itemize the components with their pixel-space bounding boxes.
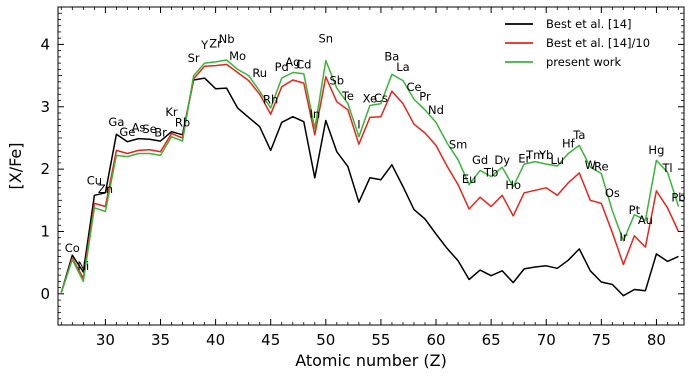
element-label: Ce — [406, 80, 421, 94]
x-tick-label: 60 — [426, 331, 445, 349]
x-tick-label: 40 — [206, 331, 225, 349]
element-label: Co — [65, 241, 80, 255]
element-label: Sm — [449, 138, 468, 152]
legend-label: Best et al. [14] — [546, 17, 632, 31]
element-label: Br — [154, 126, 167, 140]
element-label: Pt — [629, 203, 641, 217]
element-label: Sn — [319, 32, 334, 46]
element-label: Ir — [619, 230, 627, 244]
element-label: W — [585, 158, 596, 172]
element-label: Ho — [505, 178, 521, 192]
element-label: Ta — [572, 128, 585, 142]
element-label: Te — [341, 89, 354, 103]
element-label: Nb — [219, 32, 235, 46]
element-label: Au — [638, 213, 653, 227]
legend: Best et al. [14] Best et al. [14]/10 prese… — [505, 17, 650, 69]
y-tick-label: 0 — [40, 285, 50, 303]
y-tick-label: 3 — [40, 98, 50, 116]
element-label: Nd — [428, 103, 444, 117]
element-label: Tb — [483, 166, 498, 180]
element-label: Ba — [384, 50, 399, 64]
element-label: Cd — [296, 58, 311, 72]
element-label: Pr — [419, 90, 431, 104]
element-label: Kr — [165, 105, 178, 119]
element-label: Xe — [363, 91, 377, 105]
element-label: Hg — [648, 143, 664, 157]
x-tick-label: 65 — [482, 331, 501, 349]
element-label: Zn — [98, 182, 113, 196]
series-line-2 — [60, 59, 680, 293]
element-label: Y — [200, 38, 209, 52]
element-label: Dy — [494, 153, 510, 167]
element-label: Cs — [374, 91, 388, 105]
element-label: Pb — [671, 191, 685, 205]
element-label: Gd — [472, 153, 488, 167]
element-label: Rh — [263, 93, 278, 107]
element-label: Se — [142, 122, 156, 136]
y-tick-label: 4 — [40, 35, 50, 53]
element-label: Hf — [562, 136, 576, 150]
x-tick-label: 75 — [592, 331, 611, 349]
element-label: Re — [594, 159, 609, 173]
element-label: I — [357, 118, 360, 132]
x-tick-label: 35 — [151, 331, 170, 349]
element-label: Tm — [525, 148, 544, 162]
element-label: Ru — [252, 66, 267, 80]
y-tick-label: 2 — [40, 160, 50, 178]
element-label: Ga — [108, 115, 124, 129]
element-label: Lu — [551, 153, 565, 167]
element-label: Pd — [275, 60, 289, 74]
x-tick-label: 45 — [261, 331, 280, 349]
element-label: Eu — [462, 172, 477, 186]
element-label: La — [396, 60, 409, 74]
element-label: Rb — [175, 116, 190, 130]
element-label: Os — [605, 186, 620, 200]
legend-label: Best et al. [14]/10 — [546, 36, 650, 50]
series-line-1 — [60, 63, 680, 293]
element-label: Ni — [77, 259, 89, 273]
x-tick-label: 50 — [316, 331, 335, 349]
x-tick-label: 30 — [96, 331, 115, 349]
element-label: Cu — [87, 174, 102, 188]
x-axis: 30 35 40 45 50 55 60 65 70 75 80 — [60, 7, 679, 349]
x-tick-label: 80 — [647, 331, 666, 349]
y-tick-label: 1 — [40, 222, 50, 240]
element-label: As — [132, 121, 146, 135]
element-label: Zr — [209, 37, 222, 51]
element-label: Tl — [661, 161, 672, 175]
series-line-0 — [60, 77, 679, 297]
x-tick-label: 70 — [537, 331, 556, 349]
legend-label: present work — [546, 55, 622, 69]
element-label: Yb — [538, 148, 553, 162]
y-axis: 0 1 2 3 4 — [40, 12, 684, 320]
plot-lines — [60, 59, 680, 297]
element-label: Ge — [119, 125, 135, 139]
x-axis-label: Atomic number (Z) — [295, 351, 447, 370]
element-label: Ag — [285, 55, 300, 69]
element-label: Sr — [188, 51, 200, 65]
x-tick-label: 55 — [371, 331, 390, 349]
element-label: Mo — [229, 49, 246, 63]
plot-frame — [57, 6, 685, 326]
element-label: Sb — [329, 73, 344, 87]
y-axis-label: [X/Fe] — [6, 142, 25, 189]
element-label: Er — [518, 151, 530, 165]
element-label: In — [309, 107, 320, 121]
